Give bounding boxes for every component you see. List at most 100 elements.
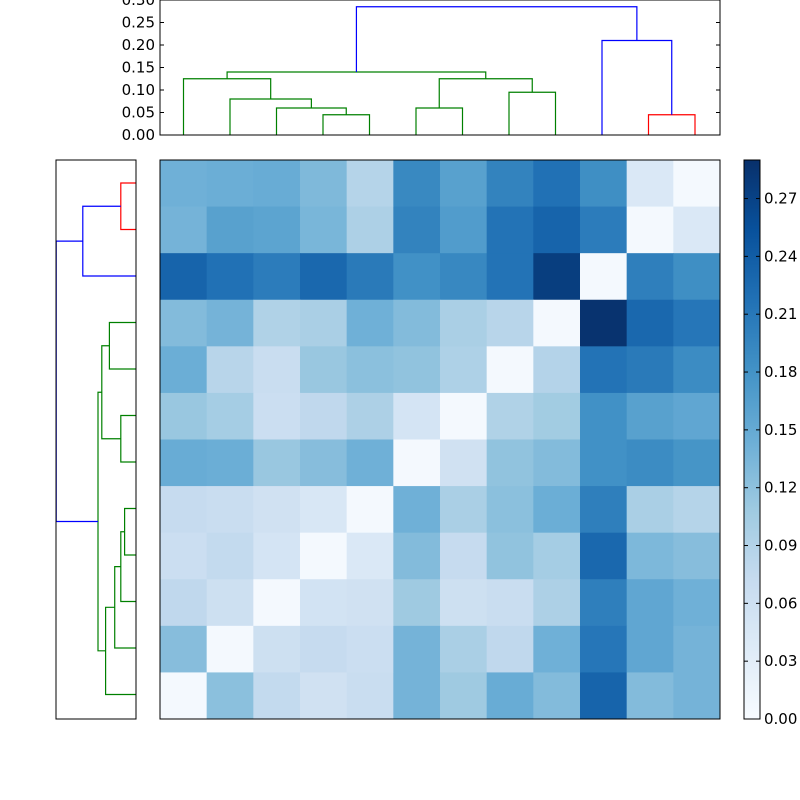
heatmap-cell (533, 486, 581, 534)
heatmap-cell (160, 206, 208, 254)
heatmap-cell (673, 346, 721, 394)
heatmap-cell (253, 439, 301, 487)
top-dendrogram-ytick-label: 0.05 (122, 104, 155, 122)
heatmap-cell (533, 253, 581, 301)
heatmap-cell (393, 346, 441, 394)
heatmap-cell (160, 160, 208, 208)
heatmap-cell (300, 486, 348, 534)
heatmap-cell (160, 299, 208, 347)
heatmap-cell (300, 160, 348, 208)
heatmap-cell (486, 253, 534, 301)
heatmap-cell (160, 392, 208, 440)
left-dendrogram-link (114, 566, 136, 649)
heatmap-cell (580, 392, 628, 440)
heatmap-cell (626, 672, 674, 720)
heatmap-cell (346, 625, 394, 673)
colorbar-gradient (744, 160, 760, 719)
heatmap-cell (206, 625, 254, 673)
heatmap-cell (580, 346, 628, 394)
heatmap-cell (300, 532, 348, 580)
heatmap-cell (346, 299, 394, 347)
heatmap-cell (393, 579, 441, 627)
heatmap-cell (253, 486, 301, 534)
heatmap-cell (440, 579, 488, 627)
heatmap-frame (159, 159, 721, 720)
heatmap-cell (486, 532, 534, 580)
heatmap-cell (486, 392, 534, 440)
left-dendrogram-frame (55, 159, 137, 720)
colorbar-tick-label: 0.21 (764, 305, 797, 323)
heatmap-cell (440, 206, 488, 254)
heatmap-cell (673, 625, 721, 673)
heatmap-cell (253, 625, 301, 673)
heatmap-cell (346, 672, 394, 720)
heatmap-cell (206, 346, 254, 394)
heatmap-cell (673, 299, 721, 347)
heatmap-cell (300, 299, 348, 347)
colorbar-tick-label: 0.24 (764, 247, 797, 265)
heatmap-cell (533, 439, 581, 487)
colorbar-frame (743, 159, 761, 720)
heatmap-cell (160, 532, 208, 580)
heatmap-cell (253, 160, 301, 208)
heatmap-cell (486, 160, 534, 208)
top-dendrogram-link (647, 114, 696, 135)
heatmap-cell (533, 206, 581, 254)
heatmap-cell (533, 160, 581, 208)
heatmap-cell (673, 253, 721, 301)
colorbar-tick-label: 0.27 (764, 190, 797, 208)
heatmap-cell (580, 206, 628, 254)
colorbar-tick-label: 0.06 (764, 594, 797, 612)
heatmap-cell (533, 532, 581, 580)
heatmap-cell (206, 579, 254, 627)
heatmap-cell (533, 579, 581, 627)
heatmap-cell (206, 672, 254, 720)
heatmap-cell (440, 346, 488, 394)
top-dendrogram-link (182, 78, 272, 135)
heatmap-cell (206, 439, 254, 487)
heatmap-cell (440, 160, 488, 208)
top-dendrogram-link (226, 71, 487, 79)
colorbar-tick-label: 0.03 (764, 652, 797, 670)
heatmap-cell (253, 532, 301, 580)
heatmap-cell (440, 532, 488, 580)
heatmap-cell (486, 299, 534, 347)
heatmap-cell (206, 532, 254, 580)
heatmap-cell (673, 392, 721, 440)
heatmap-cell (580, 579, 628, 627)
top-dendrogram-ytick-label: 0.00 (122, 126, 155, 144)
left-dendrogram-link (105, 606, 136, 696)
colorbar-tick-label: 0.18 (764, 363, 797, 381)
heatmap-cell (253, 672, 301, 720)
heatmap-cell (393, 625, 441, 673)
heatmap-cell (626, 160, 674, 208)
heatmap-cell (626, 299, 674, 347)
heatmap-cell (626, 625, 674, 673)
heatmap-cell (673, 532, 721, 580)
left-dendrogram-link (124, 507, 136, 556)
heatmap-cell (533, 346, 581, 394)
heatmap-cell (580, 253, 628, 301)
top-dendrogram-link (438, 78, 533, 108)
top-dendrogram-link (229, 98, 312, 135)
colorbar-tick-label: 0.12 (764, 479, 797, 497)
heatmap-cell (253, 299, 301, 347)
heatmap-cell (300, 346, 348, 394)
heatmap-cell (393, 672, 441, 720)
heatmap-cell (160, 625, 208, 673)
left-dendrogram-link (120, 182, 136, 231)
heatmap (159, 159, 721, 720)
heatmap-cell (486, 346, 534, 394)
heatmap-cell (206, 253, 254, 301)
heatmap-cell (626, 253, 674, 301)
heatmap-cell (160, 579, 208, 627)
heatmap-cell (486, 579, 534, 627)
heatmap-cell (253, 579, 301, 627)
heatmap-cell (673, 439, 721, 487)
heatmap-cell (160, 486, 208, 534)
heatmap-cell (346, 160, 394, 208)
heatmap-cell (580, 486, 628, 534)
heatmap-cell (393, 486, 441, 534)
top-dendrogram-link (415, 107, 464, 135)
heatmap-cell (486, 206, 534, 254)
